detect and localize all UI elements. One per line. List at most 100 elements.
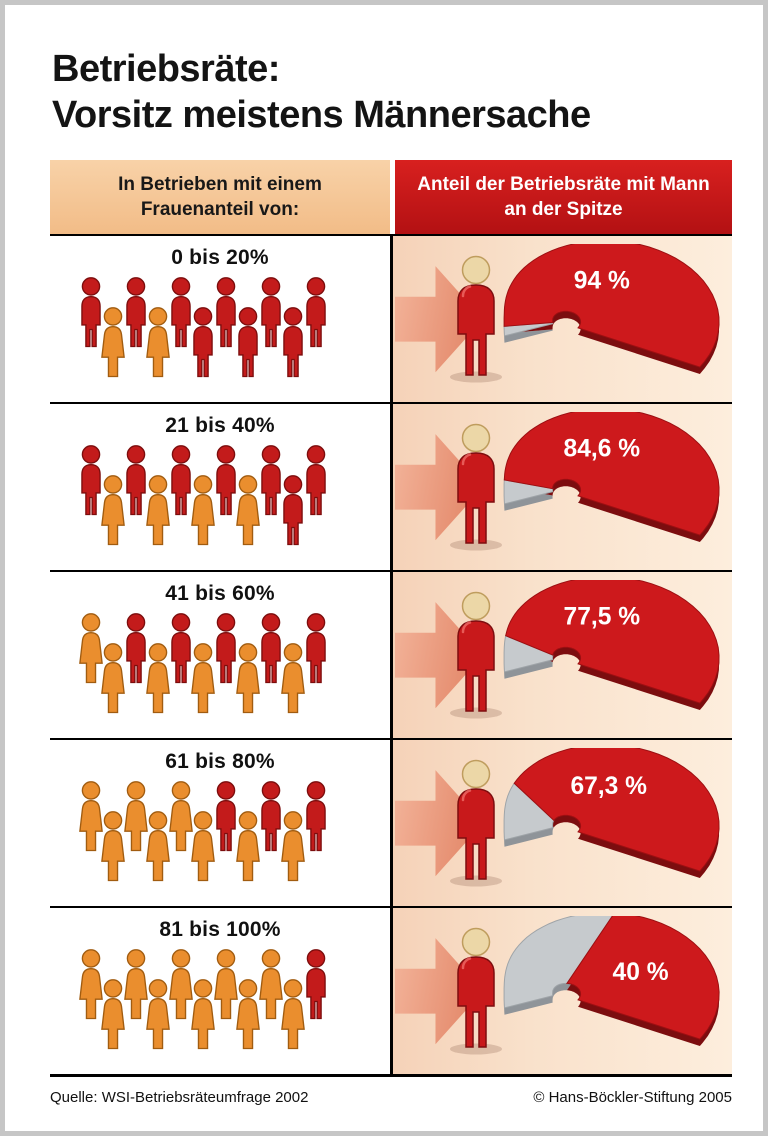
man-figure xyxy=(445,927,507,1055)
gauge-value-label: 77,5 % xyxy=(564,604,641,631)
woman-icon xyxy=(146,643,170,714)
gauge-value-label: 40 % xyxy=(613,959,669,986)
table-row: 0 bis 20% 94 % xyxy=(50,234,732,403)
woman-icon xyxy=(236,979,260,1050)
woman-icon xyxy=(79,613,103,684)
man-icon xyxy=(261,445,281,516)
man-icon xyxy=(171,445,191,516)
man-icon xyxy=(238,307,258,378)
male-chair-cell: 77,5 % xyxy=(390,572,732,739)
gauge-chart: 67,3 % xyxy=(491,744,727,898)
header-female-share: In Betrieben mit einem Frauenanteil von: xyxy=(50,160,390,235)
man-figure xyxy=(445,591,507,719)
woman-icon xyxy=(191,643,215,714)
female-share-label: 81 bis 100% xyxy=(159,918,281,942)
female-share-label: 21 bis 40% xyxy=(165,414,275,438)
table-header: In Betrieben mit einem Frauenanteil von:… xyxy=(50,160,732,235)
crowd-figures xyxy=(70,444,370,548)
table-row: 21 bis 40% 84,6 % xyxy=(50,402,732,571)
title-line-1: Betriebsräte: xyxy=(52,48,280,90)
woman-icon xyxy=(169,949,193,1020)
female-share-label: 0 bis 20% xyxy=(171,246,269,270)
man-icon xyxy=(283,307,303,378)
female-share-cell: 81 bis 100% xyxy=(50,908,390,1075)
man-icon xyxy=(283,475,303,546)
woman-icon xyxy=(79,781,103,852)
man-icon xyxy=(306,445,326,516)
man-icon xyxy=(81,445,101,516)
woman-icon xyxy=(281,979,305,1050)
comparison-table: In Betrieben mit einem Frauenanteil von:… xyxy=(50,160,732,1106)
man-icon xyxy=(216,277,236,348)
gauge-value-label: 94 % xyxy=(574,268,630,295)
woman-icon xyxy=(191,811,215,882)
woman-icon xyxy=(236,811,260,882)
header-male-chair: Anteil der Betriebsräte mit Mann an der … xyxy=(395,160,732,235)
man-icon xyxy=(450,591,502,719)
man-icon xyxy=(306,277,326,348)
man-figure xyxy=(445,759,507,887)
female-share-cell: 41 bis 60% xyxy=(50,572,390,739)
title-line-2: Vorsitz meistens Männersache xyxy=(52,93,591,136)
man-icon xyxy=(216,445,236,516)
female-share-label: 61 bis 80% xyxy=(165,750,275,774)
female-share-label: 41 bis 60% xyxy=(165,582,275,606)
male-chair-cell: 84,6 % xyxy=(390,404,732,571)
man-icon xyxy=(261,613,281,684)
man-icon xyxy=(126,277,146,348)
female-share-cell: 21 bis 40% xyxy=(50,404,390,571)
crowd-figures xyxy=(70,780,370,884)
woman-icon xyxy=(79,949,103,1020)
woman-icon xyxy=(124,781,148,852)
man-icon xyxy=(81,277,101,348)
table-rows: 0 bis 20% 94 % 21 bis 40% xyxy=(50,234,732,1078)
table-row: 81 bis 100% 40 % xyxy=(50,906,732,1075)
woman-icon xyxy=(146,307,170,378)
crowd-figures xyxy=(70,612,370,716)
gauge-chart: 40 % xyxy=(491,912,727,1066)
woman-icon xyxy=(281,643,305,714)
male-chair-cell: 40 % xyxy=(390,908,732,1075)
woman-icon xyxy=(101,811,125,882)
gauge-chart: 77,5 % xyxy=(491,576,727,730)
woman-icon xyxy=(124,949,148,1020)
woman-icon xyxy=(146,979,170,1050)
female-share-cell: 0 bis 20% xyxy=(50,236,390,403)
man-icon xyxy=(306,781,326,852)
woman-icon xyxy=(191,979,215,1050)
man-icon xyxy=(450,759,502,887)
woman-icon xyxy=(146,811,170,882)
page-title: Betriebsräte: Vorsitz meistens Männersac… xyxy=(52,47,727,138)
woman-icon xyxy=(214,949,238,1020)
man-icon xyxy=(216,613,236,684)
table-row: 61 bis 80% 67,3 % xyxy=(50,738,732,907)
man-icon xyxy=(216,781,236,852)
copyright-note: © Hans-Böckler-Stiftung 2005 xyxy=(533,1089,732,1107)
male-chair-cell: 67,3 % xyxy=(390,740,732,907)
gauge-chart: 94 % xyxy=(491,240,727,394)
man-icon xyxy=(126,613,146,684)
woman-icon xyxy=(236,475,260,546)
crowd-figures xyxy=(70,948,370,1052)
gauge-chart: 84,6 % xyxy=(491,408,727,562)
man-icon xyxy=(261,781,281,852)
crowd-figures xyxy=(70,276,370,380)
woman-icon xyxy=(169,781,193,852)
woman-icon xyxy=(259,949,283,1020)
man-icon xyxy=(306,949,326,1020)
table-row: 41 bis 60% 77,5 % xyxy=(50,570,732,739)
woman-icon xyxy=(101,475,125,546)
man-icon xyxy=(171,613,191,684)
source-note: Quelle: WSI-Betriebsräteumfrage 2002 xyxy=(50,1089,309,1107)
woman-icon xyxy=(101,307,125,378)
man-icon xyxy=(306,613,326,684)
woman-icon xyxy=(191,475,215,546)
man-icon xyxy=(126,445,146,516)
footer: Quelle: WSI-Betriebsräteumfrage 2002 © H… xyxy=(50,1089,732,1106)
woman-icon xyxy=(101,643,125,714)
man-icon xyxy=(171,277,191,348)
woman-icon xyxy=(281,811,305,882)
man-icon xyxy=(450,423,502,551)
woman-icon xyxy=(236,643,260,714)
